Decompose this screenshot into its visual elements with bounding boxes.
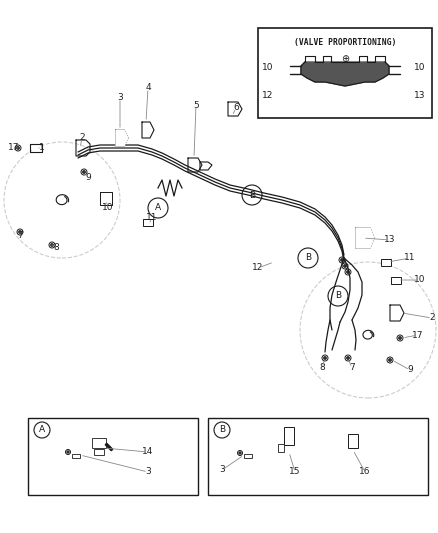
Text: 6: 6 <box>233 103 239 112</box>
Text: 17: 17 <box>8 143 20 152</box>
Text: 3: 3 <box>219 465 225 474</box>
Text: 16: 16 <box>359 467 371 477</box>
Circle shape <box>15 145 21 151</box>
Text: 7: 7 <box>17 230 23 239</box>
Circle shape <box>342 263 348 269</box>
Polygon shape <box>116 130 128 146</box>
Text: 5: 5 <box>193 101 199 109</box>
FancyArrow shape <box>105 443 113 451</box>
Circle shape <box>397 335 403 341</box>
FancyArrow shape <box>32 146 42 150</box>
Text: 12: 12 <box>252 263 264 272</box>
Text: 2: 2 <box>79 133 85 142</box>
Bar <box>28 418 198 495</box>
Text: 4: 4 <box>145 84 151 93</box>
Text: A: A <box>39 425 45 434</box>
Bar <box>381 259 391 265</box>
Circle shape <box>17 147 20 149</box>
Text: A: A <box>155 204 161 213</box>
Circle shape <box>239 452 241 454</box>
Text: B: B <box>305 254 311 262</box>
Text: 10: 10 <box>414 63 426 72</box>
Bar <box>258 28 432 118</box>
Circle shape <box>340 259 343 262</box>
Circle shape <box>346 357 350 359</box>
Bar <box>391 277 401 284</box>
Text: 11: 11 <box>146 214 158 222</box>
Bar <box>208 418 428 495</box>
Text: 13: 13 <box>414 91 426 100</box>
Bar <box>94 449 104 455</box>
Text: 12: 12 <box>262 91 274 100</box>
Text: 8: 8 <box>319 364 325 373</box>
Bar <box>72 454 80 458</box>
Circle shape <box>324 357 326 359</box>
Text: 9: 9 <box>85 174 91 182</box>
Circle shape <box>387 357 393 363</box>
Text: 8: 8 <box>53 244 59 253</box>
Circle shape <box>345 355 351 361</box>
Text: 2: 2 <box>429 313 435 322</box>
Circle shape <box>343 264 346 268</box>
Text: (VALVE PROPORTIONING): (VALVE PROPORTIONING) <box>294 38 396 47</box>
Text: 13: 13 <box>384 236 396 245</box>
Bar <box>278 444 284 452</box>
Bar <box>244 454 252 458</box>
Bar <box>284 427 294 445</box>
Circle shape <box>66 449 71 455</box>
Circle shape <box>82 171 85 174</box>
Circle shape <box>67 451 69 453</box>
Circle shape <box>18 230 21 233</box>
Circle shape <box>389 359 392 361</box>
Text: 17: 17 <box>412 330 424 340</box>
Circle shape <box>399 336 402 340</box>
Text: B: B <box>219 425 225 434</box>
Text: 15: 15 <box>289 467 301 477</box>
Text: 10: 10 <box>414 276 426 285</box>
Text: 7: 7 <box>349 364 355 373</box>
Text: 14: 14 <box>142 448 154 456</box>
Circle shape <box>345 269 351 275</box>
Bar <box>143 219 153 225</box>
Bar <box>92 438 106 448</box>
Circle shape <box>50 244 53 246</box>
Text: 1: 1 <box>39 143 45 152</box>
Text: B: B <box>335 292 341 301</box>
Circle shape <box>49 242 55 248</box>
Circle shape <box>81 169 87 175</box>
Bar <box>348 434 358 448</box>
Text: ⊕: ⊕ <box>341 54 349 64</box>
Polygon shape <box>356 228 374 248</box>
Circle shape <box>339 257 345 263</box>
Text: 10: 10 <box>262 63 274 72</box>
Polygon shape <box>301 62 389 86</box>
Circle shape <box>346 271 350 273</box>
Circle shape <box>322 355 328 361</box>
Circle shape <box>237 450 243 456</box>
Text: 11: 11 <box>404 254 416 262</box>
Text: 3: 3 <box>145 467 151 477</box>
Text: B: B <box>249 190 255 199</box>
Circle shape <box>17 229 23 235</box>
Text: 3: 3 <box>117 93 123 102</box>
Text: 10: 10 <box>102 204 114 213</box>
Text: 9: 9 <box>407 366 413 375</box>
